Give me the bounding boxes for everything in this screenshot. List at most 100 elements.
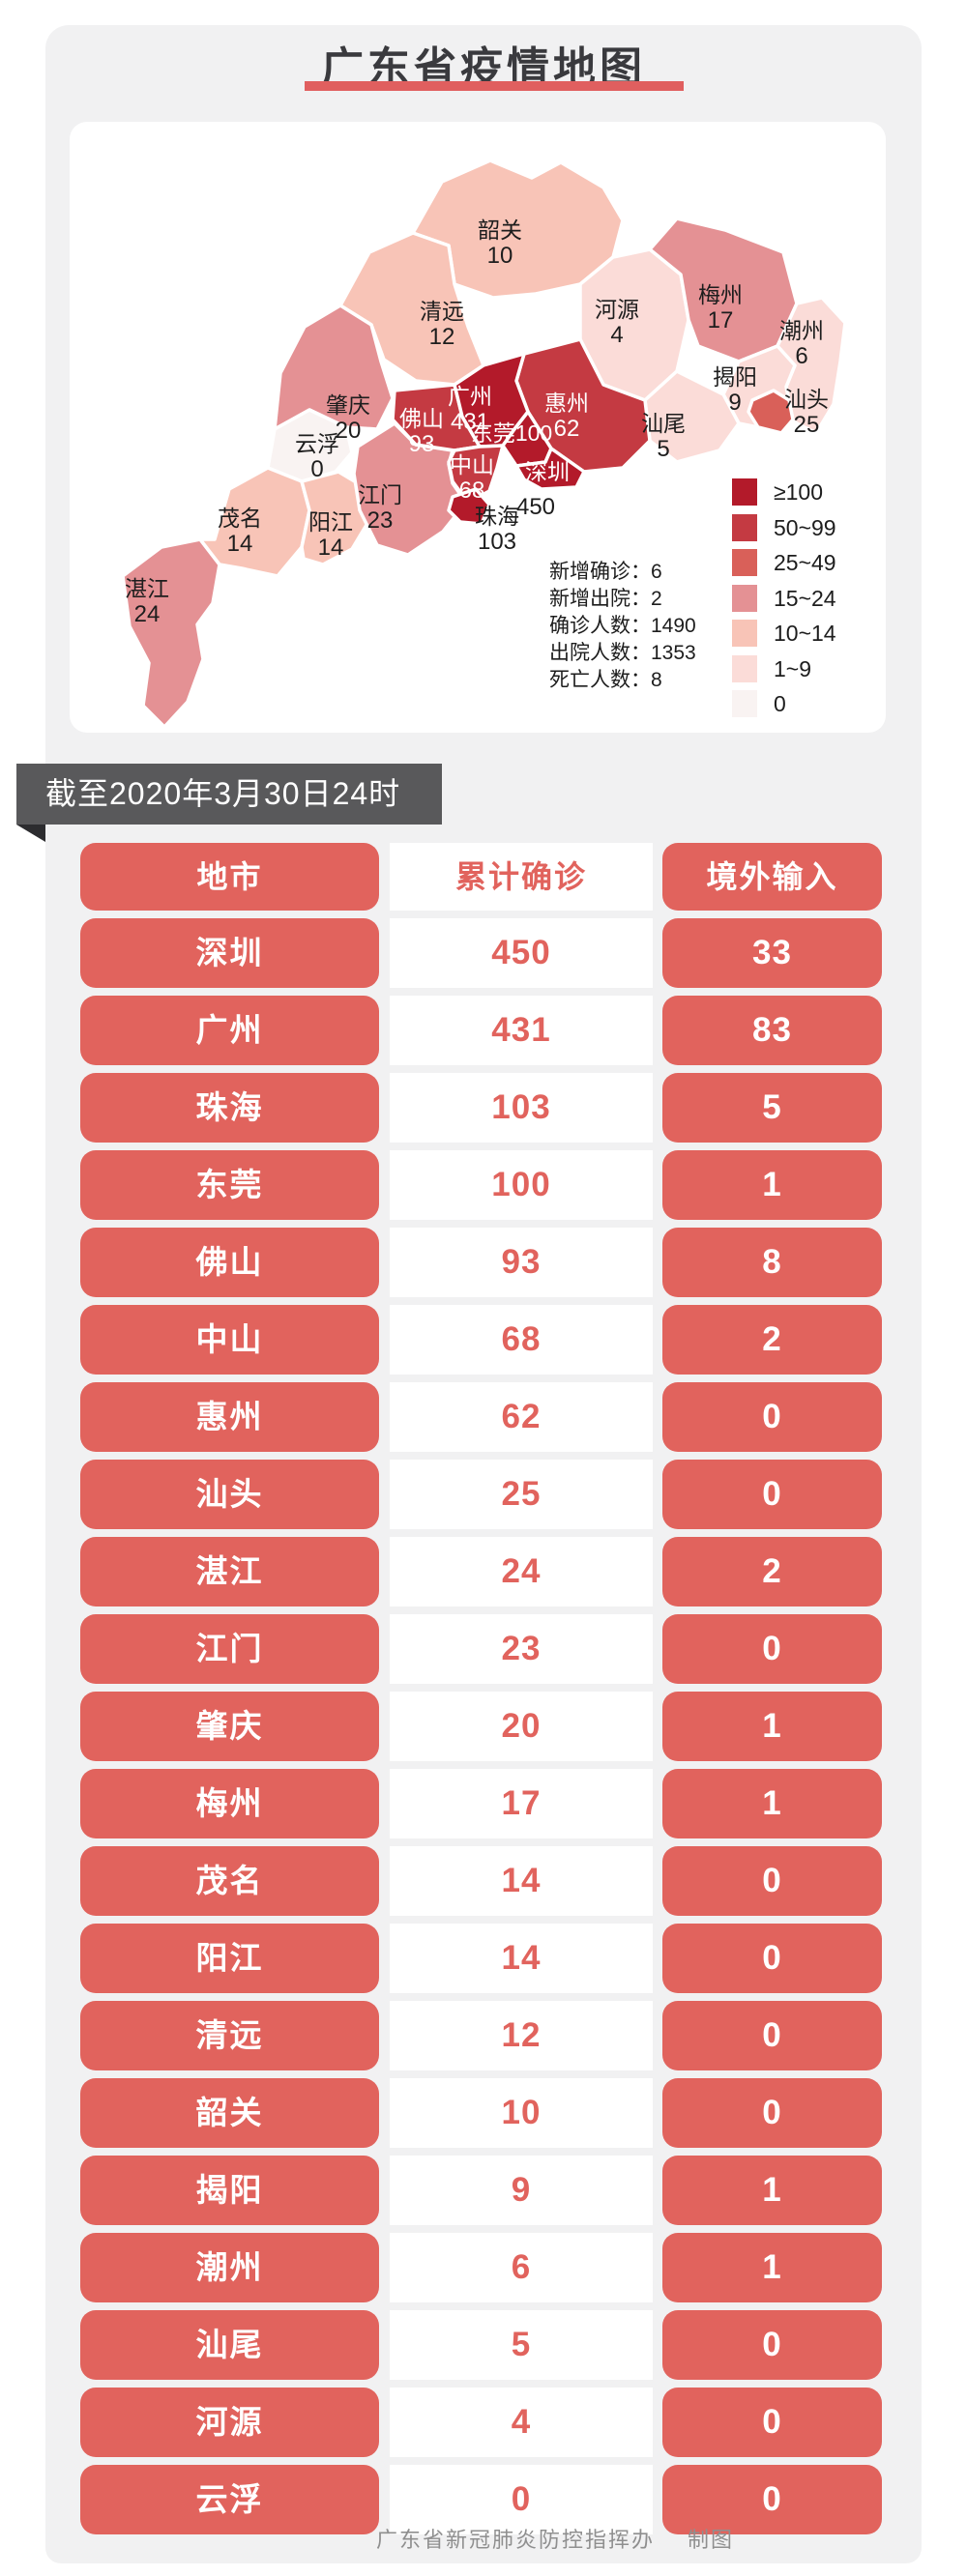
ribbon-fold-triangle: [16, 825, 45, 842]
confirmed-cell: 0: [390, 2465, 653, 2534]
table-row: 惠州 62 0: [45, 1382, 922, 1452]
confirmed-cell: 17: [390, 1769, 653, 1838]
table-row: 茂名 14 0: [45, 1846, 922, 1916]
title-underline: [305, 81, 684, 91]
imported-cell: 1: [662, 2156, 882, 2225]
confirmed-cell: 10: [390, 2078, 653, 2148]
date-ribbon: 截至2020年3月30日24时: [16, 764, 442, 825]
map-card: 韶关 10 清远 12 河源 4 梅州 17 潮州 6 揭阳 9 汕尾 5 肇庆 20 云浮 0 湛江 24 茂名 14 阳…: [70, 122, 886, 733]
table-row: 珠海 103 5: [45, 1073, 922, 1143]
confirmed-cell: 100: [390, 1150, 653, 1220]
legend-swatch: [732, 584, 757, 612]
table-header-row: 地市 累计确诊 境外输入: [45, 843, 922, 911]
table-row: 潮州 6 1: [45, 2233, 922, 2302]
imported-cell: 0: [662, 2465, 882, 2534]
region-value-heyuan: 4: [610, 322, 623, 348]
city-cell: 东莞: [80, 1150, 379, 1220]
region-value-chaozhou: 6: [795, 343, 807, 369]
legend-label: 1~9: [774, 655, 812, 681]
city-cell: 中山: [80, 1305, 379, 1375]
region-value-yangjiang: 14: [318, 535, 344, 561]
header-cell-city: 地市: [80, 843, 379, 911]
stats-line: 出院人数：1353: [549, 642, 696, 664]
city-cell: 云浮: [80, 2465, 379, 2534]
confirmed-cell: 6: [390, 2233, 653, 2302]
region-value-zhuhai: 103: [478, 529, 516, 555]
header-cell-imported: 境外输入: [662, 843, 882, 911]
confirmed-cell: 5: [390, 2310, 653, 2380]
confirmed-cell: 4: [390, 2388, 653, 2457]
region-value-huizhou: 62: [554, 416, 580, 442]
table-row: 汕尾 5 0: [45, 2310, 922, 2380]
imported-cell: 0: [662, 1460, 882, 1529]
city-cell: 惠州: [80, 1382, 379, 1452]
region-value-zhongshan: 68: [459, 478, 485, 504]
region-value-guangzhou: 431: [451, 409, 489, 435]
imported-cell: 0: [662, 2310, 882, 2380]
city-cell: 韶关: [80, 2078, 379, 2148]
region-value-foshan: 93: [409, 431, 435, 457]
confirmed-cell: 9: [390, 2156, 653, 2225]
city-cell: 潮州: [80, 2233, 379, 2302]
imported-cell: 0: [662, 1846, 882, 1916]
table-row: 肇庆 20 1: [45, 1692, 922, 1761]
table-row: 韶关 10 0: [45, 2078, 922, 2148]
table-row: 广州 431 83: [45, 996, 922, 1065]
region-label-zhaoqing: 肇庆: [326, 392, 370, 418]
legend-swatch: [732, 690, 757, 717]
imported-cell: 0: [662, 2001, 882, 2070]
region-zhongshan: [447, 444, 505, 505]
table-row: 汕头 25 0: [45, 1460, 922, 1529]
city-cell: 湛江: [80, 1537, 379, 1606]
table-row: 深圳 450 33: [45, 918, 922, 988]
confirmed-cell: 103: [390, 1073, 653, 1143]
confirmed-cell: 431: [390, 996, 653, 1065]
region-label-huizhou: 惠州: [544, 391, 589, 416]
legend-label: 10~14: [774, 621, 836, 646]
footer-credit: 制图: [687, 2528, 734, 2552]
city-cell: 广州: [80, 996, 379, 1065]
legend-label: 25~49: [774, 550, 836, 575]
region-shantou: [747, 389, 795, 435]
imported-cell: 5: [662, 1073, 882, 1143]
stats-line: 新增确诊：6: [549, 561, 662, 583]
stats-line: 新增出院：2: [549, 588, 662, 610]
confirmed-cell: 20: [390, 1692, 653, 1761]
region-label-yunfu: 云浮: [295, 431, 339, 456]
imported-cell: 1: [662, 1769, 882, 1838]
city-cell: 茂名: [80, 1846, 379, 1916]
table-row: 揭阳 9 1: [45, 2156, 922, 2225]
table-row: 河源 4 0: [45, 2388, 922, 2457]
region-label-shanwei: 汕尾: [641, 411, 686, 436]
confirmed-cell: 68: [390, 1305, 653, 1375]
stats-line: 确诊人数：1490: [549, 615, 696, 637]
region-label-shenzhen: 深圳: [525, 459, 570, 484]
city-cell: 江门: [80, 1614, 379, 1684]
legend-label: 0: [774, 691, 786, 716]
date-ribbon-text: 截至2020年3月30日24时: [45, 776, 401, 811]
region-value-shaoguan: 10: [487, 243, 513, 269]
city-cell: 清远: [80, 2001, 379, 2070]
stats-line: 死亡人数：8: [549, 669, 662, 691]
city-cell: 揭阳: [80, 2156, 379, 2225]
legend-label: ≥100: [774, 479, 823, 505]
legend-swatch: [732, 549, 757, 576]
region-label-zhuhai: 珠海: [475, 504, 519, 529]
region-label-maoming: 茂名: [218, 506, 262, 531]
region-value-shantou: 25: [794, 412, 820, 438]
confirmed-cell: 24: [390, 1537, 653, 1606]
region-label-jiangmen: 江门: [358, 482, 402, 507]
stats-block: 新增确诊：6 新增出院：2 确诊人数：1490 出院人数：1353 死亡人数：8: [549, 559, 696, 694]
imported-cell: 2: [662, 1537, 882, 1606]
confirmed-cell: 23: [390, 1614, 653, 1684]
city-cell: 梅州: [80, 1769, 379, 1838]
region-value-zhaoqing: 20: [336, 418, 362, 444]
region-label-foshan: 佛山: [399, 406, 444, 431]
confirmed-cell: 14: [390, 1924, 653, 1993]
infographic-card: 广东省疫情地图 韶关 10 清远 12 河源 4 梅州 17 潮州 6 揭阳 9 汕尾 5 肇庆 20 云浮 0 湛…: [16, 25, 922, 2563]
imported-cell: 1: [662, 2233, 882, 2302]
imported-cell: 0: [662, 2388, 882, 2457]
region-value-maoming: 14: [227, 531, 253, 557]
